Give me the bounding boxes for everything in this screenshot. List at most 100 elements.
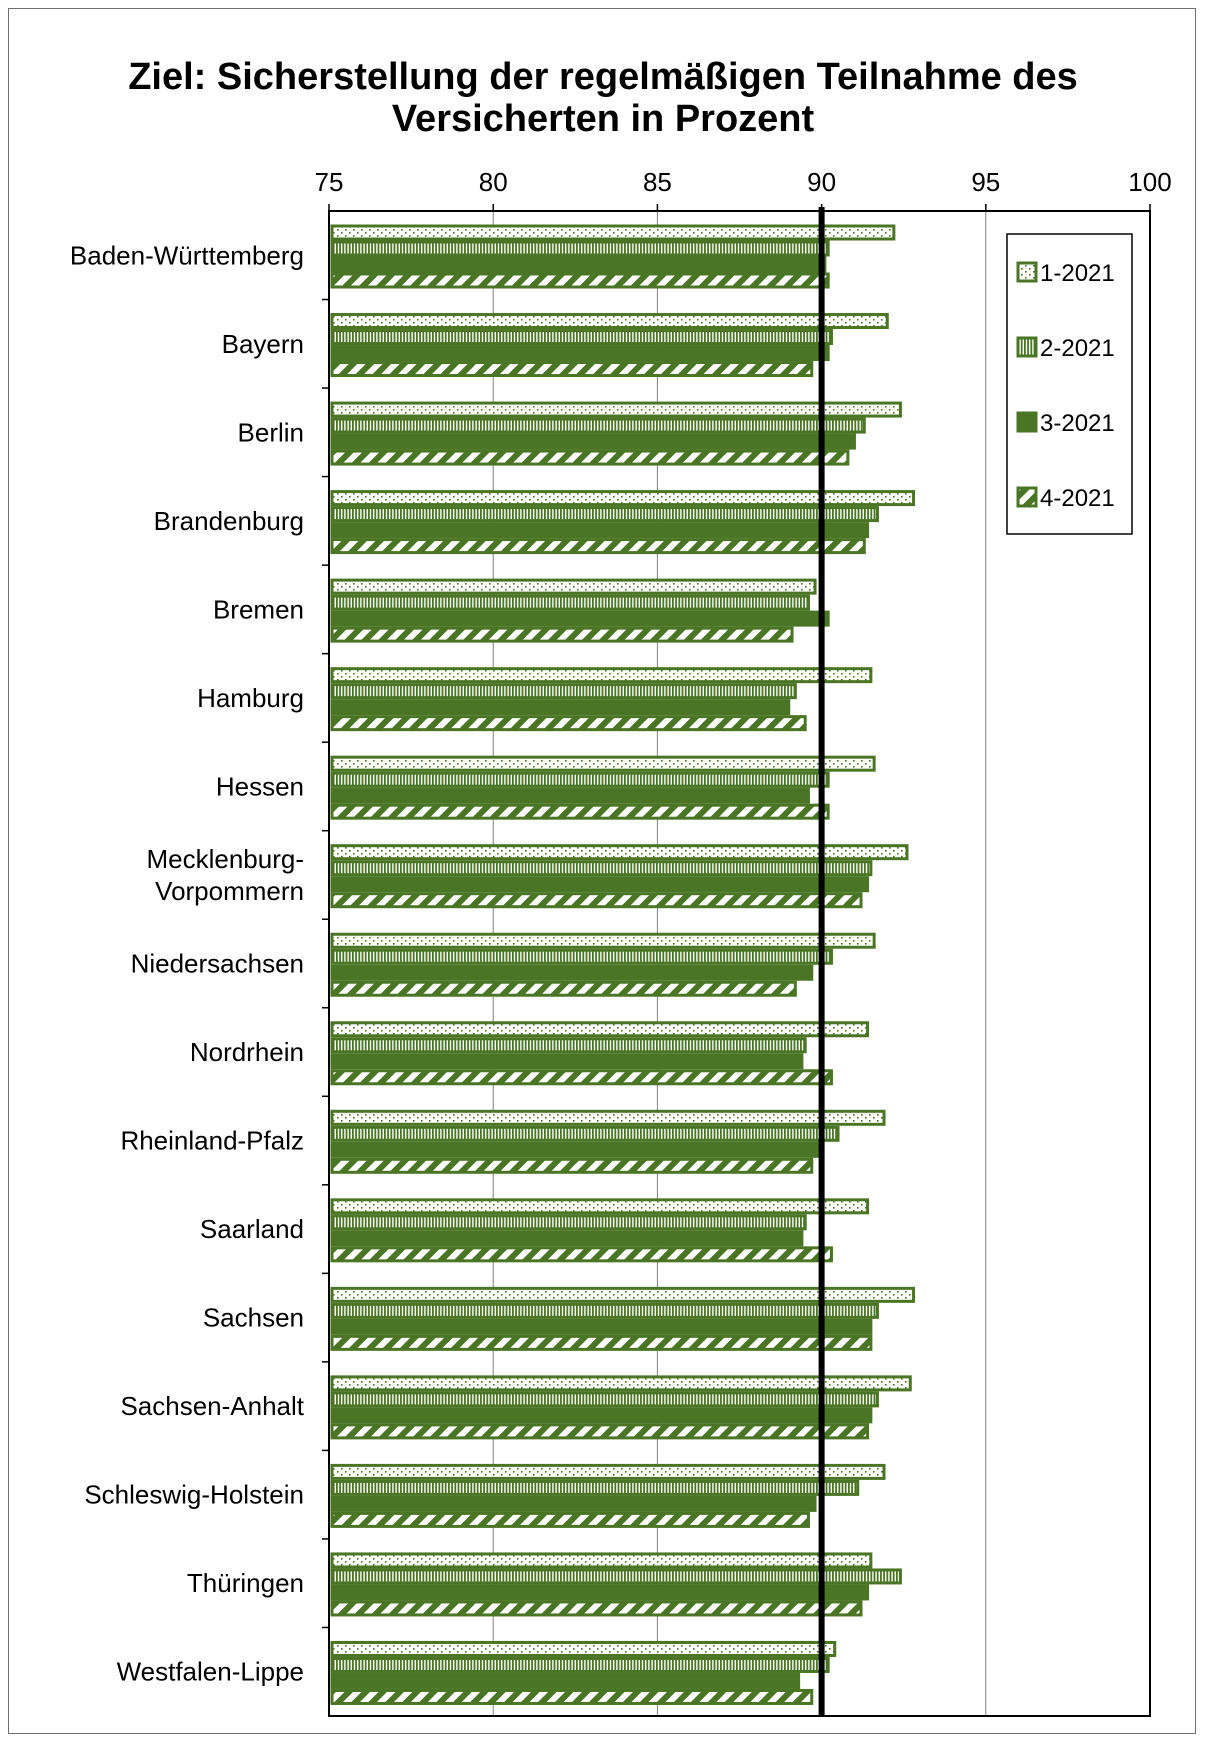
x-tick-label: 85 xyxy=(643,167,672,197)
bar-2-2021 xyxy=(330,506,879,523)
bar-4-2021 xyxy=(330,803,830,820)
bar-3-2021 xyxy=(330,1672,801,1689)
legend-label-4-2021: 4-2021 xyxy=(1040,485,1115,512)
category-label: Brandenburg xyxy=(154,506,304,536)
category-label: Niedersachsen xyxy=(131,949,304,979)
bar-4-2021 xyxy=(330,892,863,909)
bar-1-2021 xyxy=(330,844,909,861)
bar-1-2021 xyxy=(330,1286,916,1303)
bar-1-2021 xyxy=(330,578,817,595)
bar-3-2021 xyxy=(330,610,830,627)
bar-3-2021 xyxy=(330,256,827,273)
chart-title-line-1: Ziel: Sicherstellung der regelmäßigen Te… xyxy=(128,56,1078,98)
bar-2-2021 xyxy=(330,948,833,965)
bar-2-2021 xyxy=(330,594,810,611)
bar-4-2021 xyxy=(330,715,807,732)
plot-border xyxy=(328,210,1151,1717)
category-label: Vorpommern xyxy=(155,876,304,906)
bar-1-2021 xyxy=(330,224,896,241)
category-label: Schleswig-Holstein xyxy=(84,1480,304,1510)
bar-3-2021 xyxy=(330,433,856,450)
bar-2-2021 xyxy=(330,240,830,257)
category-label: Hessen xyxy=(216,771,304,801)
bar-4-2021 xyxy=(330,1246,833,1263)
category-label: Sachsen xyxy=(203,1303,304,1333)
category-label: Sachsen-Anhalt xyxy=(120,1391,304,1421)
bar-1-2021 xyxy=(330,490,916,507)
x-tick-label: 95 xyxy=(971,167,1000,197)
bar-4-2021 xyxy=(330,980,797,997)
category-label: Bremen xyxy=(213,594,304,624)
x-tick-label: 90 xyxy=(807,167,836,197)
bar-4-2021 xyxy=(330,1600,863,1617)
category-label: Westfalen-Lippe xyxy=(117,1657,304,1687)
bar-4-2021 xyxy=(330,449,850,466)
bar-1-2021 xyxy=(330,1198,870,1215)
bar-4-2021 xyxy=(330,538,866,555)
bar-3-2021 xyxy=(330,1495,817,1512)
bar-2-2021 xyxy=(330,1479,860,1496)
bar-2-2021 xyxy=(330,860,873,877)
bar-3-2021 xyxy=(330,1584,870,1601)
bar-4-2021 xyxy=(330,1511,810,1528)
bar-1-2021 xyxy=(330,1109,886,1126)
bar-4-2021 xyxy=(330,1688,814,1705)
bar-2-2021 xyxy=(330,1568,902,1585)
bar-4-2021 xyxy=(330,1157,814,1174)
bar-4-2021 xyxy=(330,1069,833,1086)
bar-1-2021 xyxy=(330,401,902,418)
bar-1-2021 xyxy=(330,313,889,330)
bar-3-2021 xyxy=(330,876,870,893)
category-label: Mecklenburg- xyxy=(146,844,304,874)
bar-3-2021 xyxy=(330,1141,824,1158)
bars xyxy=(330,224,916,1705)
bar-4-2021 xyxy=(330,361,814,378)
bar-2-2021 xyxy=(330,1656,830,1673)
bar-4-2021 xyxy=(330,626,794,643)
bar-3-2021 xyxy=(330,1053,804,1070)
bar-4-2021 xyxy=(330,1423,870,1440)
bar-4-2021 xyxy=(330,1334,873,1351)
x-tick-label: 75 xyxy=(315,167,344,197)
bar-1-2021 xyxy=(330,1021,870,1038)
legend-label-1-2021: 1-2021 xyxy=(1040,260,1115,287)
category-label: Thüringen xyxy=(187,1568,304,1598)
bar-2-2021 xyxy=(330,683,797,700)
bar-1-2021 xyxy=(330,1375,912,1392)
bar-1-2021 xyxy=(330,667,873,684)
category-label: Baden-Württemberg xyxy=(70,240,304,270)
bar-2-2021 xyxy=(330,1125,840,1142)
legend-box xyxy=(1006,233,1133,535)
bar-3-2021 xyxy=(330,787,810,804)
legend-label-3-2021: 3-2021 xyxy=(1040,410,1115,437)
bar-2-2021 xyxy=(330,771,830,788)
category-label: Hamburg xyxy=(197,683,304,713)
legend: 1-2021 2-2021 3-2021 4-2021 xyxy=(1006,233,1133,535)
category-label: Rheinland-Pfalz xyxy=(120,1126,304,1156)
legend-swatch-4-2021 xyxy=(1016,486,1038,508)
bar-3-2021 xyxy=(330,522,870,539)
legend-swatch-2-2021 xyxy=(1016,336,1038,358)
chart-title-line-2: Versicherten in Prozent xyxy=(391,98,815,140)
bar-3-2021 xyxy=(330,345,830,362)
bar-3-2021 xyxy=(330,1407,873,1424)
bar-1-2021 xyxy=(330,1640,837,1657)
bar-2-2021 xyxy=(330,1037,807,1054)
axes: 75 80 85 90 95 100 Baden-Württemberg Bayern Berl… xyxy=(70,167,1172,1717)
bar-3-2021 xyxy=(330,964,814,981)
bar-3-2021 xyxy=(330,1230,804,1247)
bar-2-2021 xyxy=(330,1391,879,1408)
bar-2-2021 xyxy=(330,1214,807,1231)
bar-1-2021 xyxy=(330,755,876,772)
bar-2-2021 xyxy=(330,329,833,346)
category-label: Nordrhein xyxy=(190,1037,304,1067)
category-label: Berlin xyxy=(238,417,304,447)
legend-label-2-2021: 2-2021 xyxy=(1040,335,1115,362)
bar-1-2021 xyxy=(330,1552,873,1569)
x-tick-label: 80 xyxy=(479,167,508,197)
legend-swatch-3-2021 xyxy=(1016,411,1038,433)
bar-3-2021 xyxy=(330,1318,873,1335)
bar-1-2021 xyxy=(330,932,876,949)
bar-2-2021 xyxy=(330,1302,879,1319)
